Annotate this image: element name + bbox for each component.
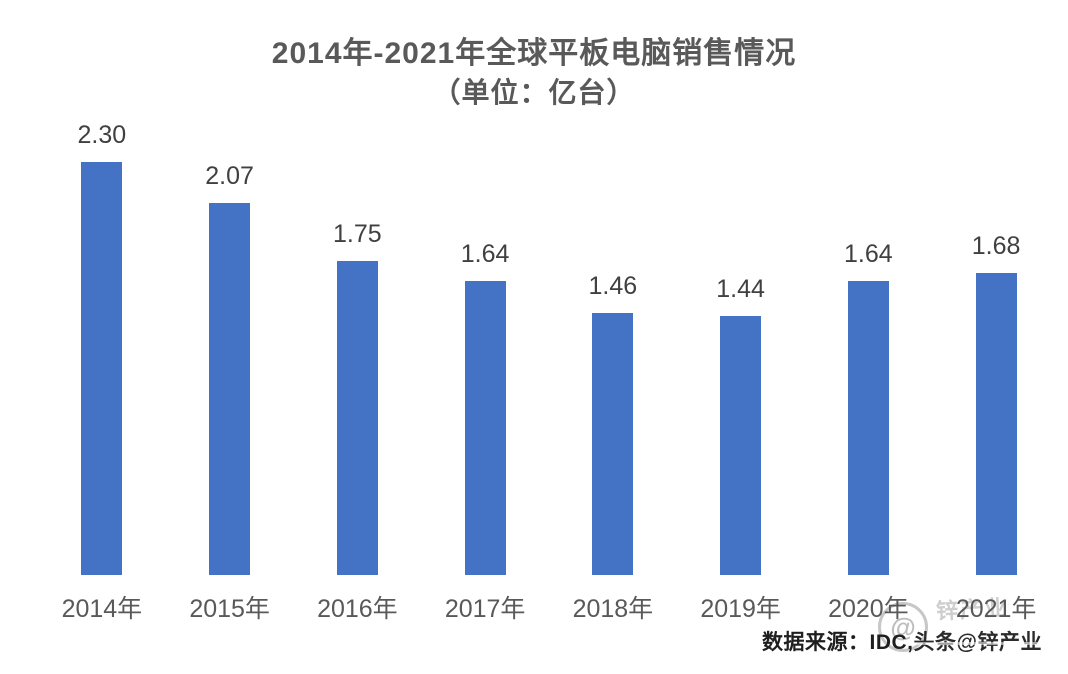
- bar-chart-plot-area: 2.30 2.07 1.75 1.64 1.46 1.44 1.64 1.68: [38, 115, 1060, 575]
- watermark-logo-icon: @: [878, 602, 928, 652]
- bar-column: 1.75: [294, 115, 422, 575]
- watermark-ghost-text: 锌产业: [935, 595, 1009, 624]
- bar: [81, 162, 123, 575]
- data-source-text: 数据来源：IDC,: [762, 631, 914, 654]
- bar-column: 1.68: [932, 115, 1060, 575]
- bar-column: 1.64: [421, 115, 549, 575]
- bar: [209, 203, 251, 575]
- x-axis-label: 2014年: [61, 595, 143, 623]
- bar-column: 1.46: [549, 115, 677, 575]
- bar-value-label: 1.46: [588, 272, 638, 300]
- bar: [464, 281, 506, 575]
- bar-column: 1.44: [677, 115, 805, 575]
- chart-title-line1: 2014年-2021年全球平板电脑销售情况: [271, 37, 797, 70]
- bar: [975, 273, 1017, 575]
- bar-value-label: 2.30: [77, 121, 127, 149]
- x-axis-label: 2016年: [317, 595, 398, 623]
- bar-column: 2.30: [38, 115, 166, 575]
- x-axis: 2014年 2015年 2016年 2017年 2018年 2019年 2020年 2021年: [38, 575, 1060, 625]
- bar-column: 1.64: [805, 115, 933, 575]
- bar-value-label: 1.44: [716, 275, 765, 303]
- x-axis-label: 2017年: [444, 595, 526, 623]
- x-axis-label: 2021年: [955, 595, 1037, 623]
- bar-value-label: 2.07: [205, 162, 254, 190]
- bar: [720, 316, 762, 575]
- bar: [592, 313, 634, 575]
- x-axis-label: 2015年: [189, 595, 270, 623]
- chart-title: 2014年-2021年全球平板电脑销售情况 （单位：亿台）: [0, 0, 1068, 112]
- watermark-handle-text: 头条@锌产业: [913, 631, 1042, 654]
- bar-column: 2.07: [166, 115, 294, 575]
- bar: [847, 281, 889, 575]
- x-axis-label: 2019年: [700, 595, 781, 623]
- data-source-note: 数据来源：IDC,头条@锌产业: [762, 626, 1042, 656]
- chart-title-unit-line: （单位：亿台）: [432, 77, 636, 108]
- bar-value-label: 1.68: [971, 232, 1021, 260]
- bar-value-label: 1.75: [333, 220, 382, 248]
- bar: [336, 261, 378, 575]
- x-axis-label: 2018年: [572, 595, 654, 623]
- bar-value-label: 1.64: [844, 240, 893, 268]
- bar-value-label: 1.64: [460, 240, 510, 268]
